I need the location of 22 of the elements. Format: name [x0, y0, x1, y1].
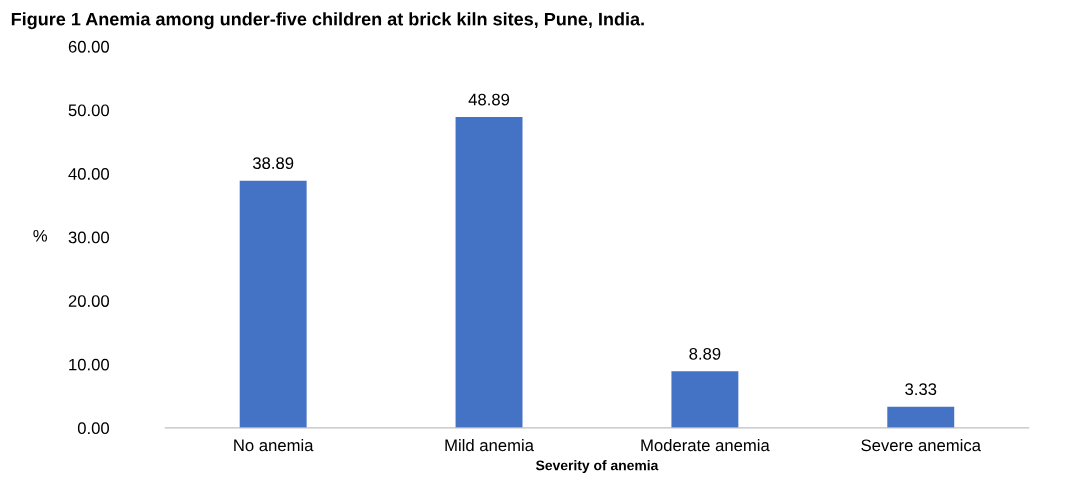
bar [455, 117, 523, 428]
bar [887, 406, 955, 428]
bar [239, 180, 307, 428]
x-tick-label: Severe anemica [861, 438, 981, 452]
y-tick-label: 40.00 [68, 168, 110, 180]
x-tick-label: Moderate anemia [641, 438, 770, 452]
y-tick-label: 30.00 [68, 231, 110, 244]
x-axis-title: Severity of anemia [535, 460, 659, 474]
x-tick-label: Mild anemia [445, 438, 534, 452]
data-label: 48.89 [468, 93, 510, 106]
bar [671, 371, 739, 428]
chart-title: Figure 1 Anemia among under-five children at brick kiln sites, Pune, India. [11, 12, 644, 30]
data-label: 8.89 [689, 347, 721, 360]
y-tick-label: 0.00 [77, 422, 110, 435]
x-tick-label: No anemia [234, 438, 314, 452]
data-label: 3.33 [905, 383, 937, 396]
data-label: 38.89 [252, 157, 294, 170]
y-tick-label: 10.00 [69, 358, 110, 371]
y-tick-label: 20.00 [68, 295, 110, 307]
y-tick-label: 60.00 [68, 40, 110, 53]
y-tick-label: 50.00 [68, 104, 110, 117]
y-axis-title: % [33, 229, 48, 242]
